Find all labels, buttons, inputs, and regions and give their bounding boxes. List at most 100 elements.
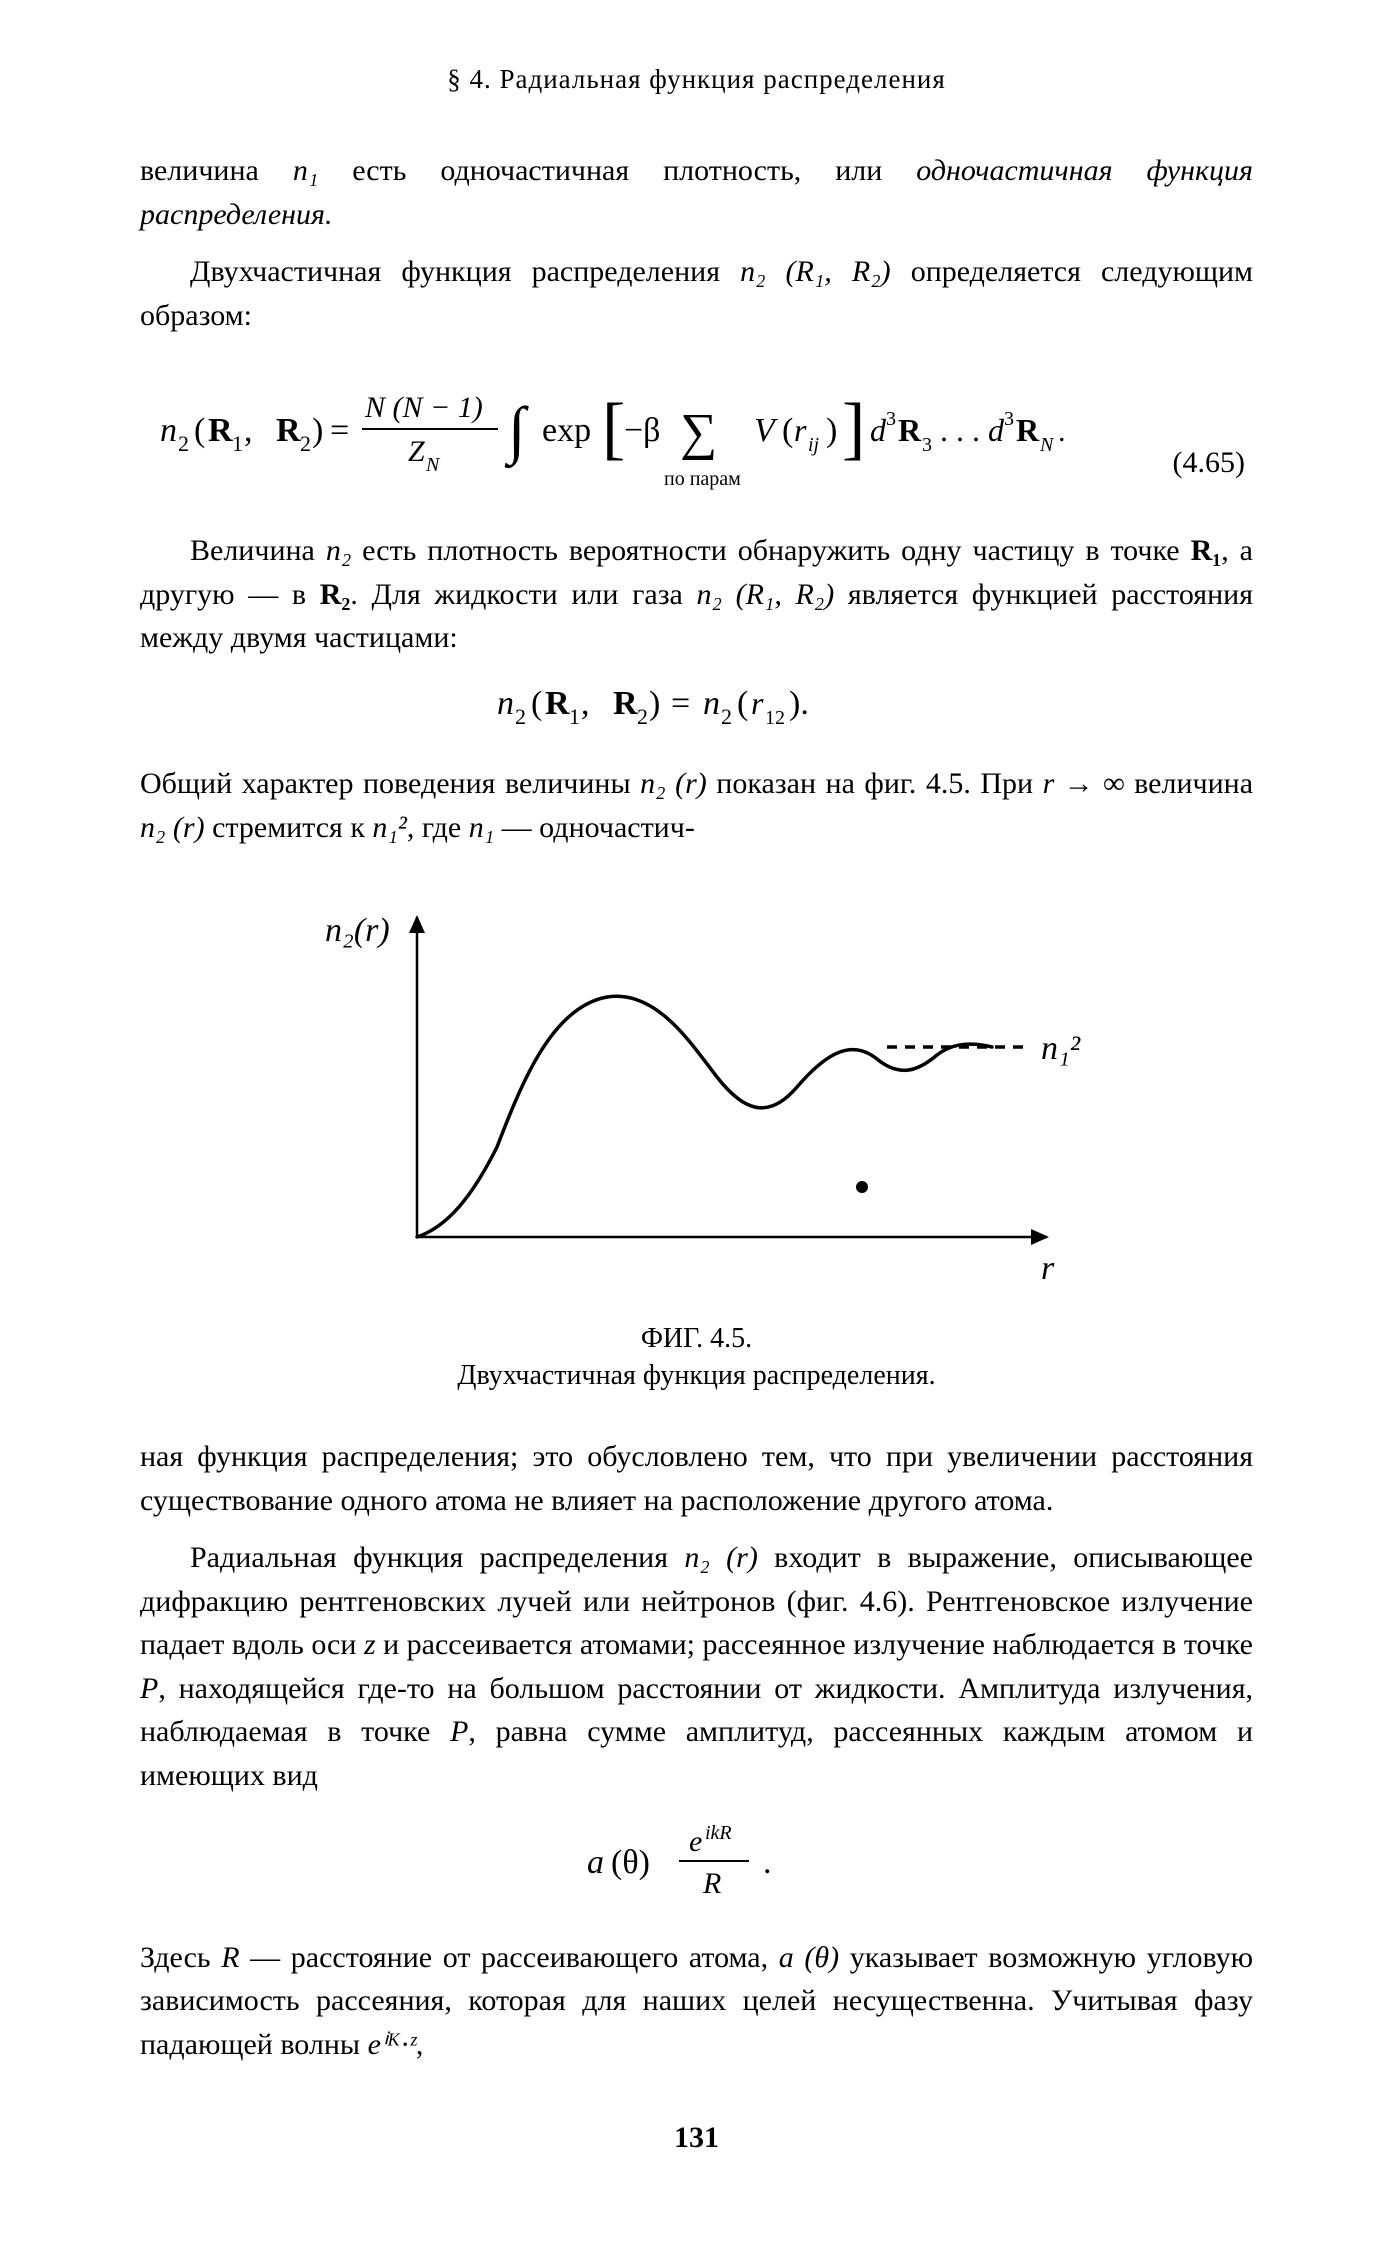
text: Здесь <box>140 1941 221 1974</box>
svg-text:): ) <box>826 412 837 449</box>
math-a-theta: a (θ) <box>779 1941 839 1974</box>
paragraph-4: Общий характер поведения величины n₂ (r)… <box>140 762 1253 849</box>
math-eikz: eⁱᴷ·ᶻ <box>368 2028 416 2061</box>
svg-text:(: ( <box>737 685 748 722</box>
svg-text:): ) <box>312 412 323 449</box>
svg-text:N (N − 1): N (N − 1) <box>364 391 483 424</box>
equation-number: (4.65) <box>1173 441 1253 485</box>
math-n1: n₁ <box>469 811 494 844</box>
page: § 4. Радиальная функция распределения ве… <box>0 0 1393 2200</box>
math-R1: R₁ <box>1191 534 1222 567</box>
svg-text:N: N <box>1039 434 1055 456</box>
figure-svg: n₂(r)rn₁² <box>287 877 1107 1297</box>
svg-text:e: e <box>689 1825 702 1858</box>
equation-svg: n 2 ( R 1 , R 2 ) = n 2 ( r 12 ). <box>487 678 907 732</box>
svg-text:ikR: ikR <box>705 1822 732 1844</box>
svg-text:r: r <box>751 685 764 721</box>
svg-text:]: ] <box>842 390 865 467</box>
svg-text:3: 3 <box>886 408 896 430</box>
figure-caption-text: Двухчастичная функция распределения. <box>457 1360 935 1391</box>
svg-text:exp: exp <box>542 412 591 449</box>
svg-text:R: R <box>898 412 922 448</box>
svg-text:,: , <box>581 685 590 722</box>
svg-text:=: = <box>330 412 349 449</box>
paragraph-7: Здесь R — расстояние от рассеивающего ат… <box>140 1936 1253 2067</box>
text: величина <box>140 154 293 187</box>
svg-text:[: [ <box>602 390 625 467</box>
text: Радиальная функция распределения <box>190 1541 684 1574</box>
text: показан на фиг. 4.5. При <box>707 767 1043 800</box>
svg-text:d: d <box>988 412 1005 448</box>
text: , где <box>407 811 469 844</box>
svg-text:(θ): (θ) <box>611 1844 650 1881</box>
math-n2r: n₂ (r) <box>140 811 205 844</box>
math-R2: R₂ <box>320 578 351 611</box>
math-r-inf: r → ∞ <box>1043 767 1125 800</box>
text: — расстояние от рассеивающего атома, <box>240 1941 779 1974</box>
figure-number: ФИГ. 4.5. <box>641 1323 752 1354</box>
svg-text:−β: −β <box>624 412 660 449</box>
svg-text:. . .: . . . <box>940 412 980 448</box>
svg-text:(: ( <box>194 412 205 449</box>
text: — одночастич- <box>494 811 695 844</box>
svg-text:R: R <box>276 412 301 449</box>
math-n2R1R2: n₂ (R₁, R₂) <box>740 255 891 288</box>
svg-text:2: 2 <box>178 431 189 456</box>
svg-text:по парам: по парам <box>664 468 741 490</box>
equation-row: n 2 ( R 1 , R 2 ) = N (N − 1) Z N ∫ <box>140 363 1253 503</box>
svg-text:,: , <box>244 412 253 449</box>
math-z: z <box>364 1628 376 1661</box>
paragraph-5: ная функция распределения; это обусловле… <box>140 1435 1253 1522</box>
math-n1sq: n₁² <box>372 811 406 844</box>
svg-text:∑: ∑ <box>680 404 717 461</box>
svg-text:n: n <box>497 685 514 722</box>
page-number: 131 <box>140 2116 1253 2160</box>
svg-text:3: 3 <box>1004 408 1014 430</box>
svg-text:V: V <box>754 412 779 449</box>
math-P: P <box>450 1715 468 1748</box>
svg-text:n: n <box>703 685 720 722</box>
svg-text:3: 3 <box>922 434 932 456</box>
svg-text:n₂(r): n₂(r) <box>325 912 390 949</box>
svg-text:=: = <box>671 685 690 722</box>
svg-text:R: R <box>613 685 638 722</box>
paragraph-6: Радиальная функция распределения n₂ (r) … <box>140 1536 1253 1797</box>
math-n2r: n₂ (r) <box>640 767 707 800</box>
svg-text:ij: ij <box>808 434 820 456</box>
svg-text:1: 1 <box>232 431 243 456</box>
math-n1: n₁ <box>293 154 318 187</box>
svg-text:2: 2 <box>721 704 732 729</box>
equation-a-theta: a (θ) e ikR R . <box>140 1815 1253 1918</box>
math-P: P <box>140 1672 158 1705</box>
svg-text:12: 12 <box>765 707 785 729</box>
svg-text:.: . <box>1058 415 1066 448</box>
math-n2r: n₂ (r) <box>684 1541 757 1574</box>
svg-text:r: r <box>1041 1250 1055 1287</box>
section-header: § 4. Радиальная функция распределения <box>140 60 1253 99</box>
equation-4-65: n 2 ( R 1 , R 2 ) = N (N − 1) Z N ∫ <box>140 363 1253 503</box>
figure-4-5: n₂(r)rn₁² <box>140 877 1253 1310</box>
svg-text:R: R <box>208 412 233 449</box>
text: , <box>416 2028 424 2061</box>
text: Двухчастичная функция распределения <box>190 255 740 288</box>
svg-text:N: N <box>425 454 441 476</box>
svg-text:2: 2 <box>300 431 311 456</box>
svg-text:∫: ∫ <box>504 394 529 469</box>
math-R: R <box>221 1941 239 1974</box>
svg-text:R: R <box>545 685 570 722</box>
svg-text:d: d <box>870 412 887 448</box>
text: Величина <box>190 534 326 567</box>
svg-text:(: ( <box>531 685 542 722</box>
svg-text:Z: Z <box>408 435 425 468</box>
svg-text:R: R <box>702 1867 721 1900</box>
math-n2: n₂ <box>326 534 351 567</box>
svg-text:n: n <box>160 412 177 449</box>
svg-text:2: 2 <box>637 704 648 729</box>
paragraph-2: Двухчастичная функция распределения n₂ (… <box>140 250 1253 337</box>
text: и рассеивается атомами; рассеянное излуч… <box>376 1628 1253 1661</box>
text: есть одночастичная плотность, или <box>318 154 916 187</box>
svg-text:a: a <box>587 1844 604 1881</box>
svg-text:(: ( <box>782 412 793 449</box>
svg-text:.: . <box>763 1844 772 1881</box>
text: стремится к <box>205 811 373 844</box>
